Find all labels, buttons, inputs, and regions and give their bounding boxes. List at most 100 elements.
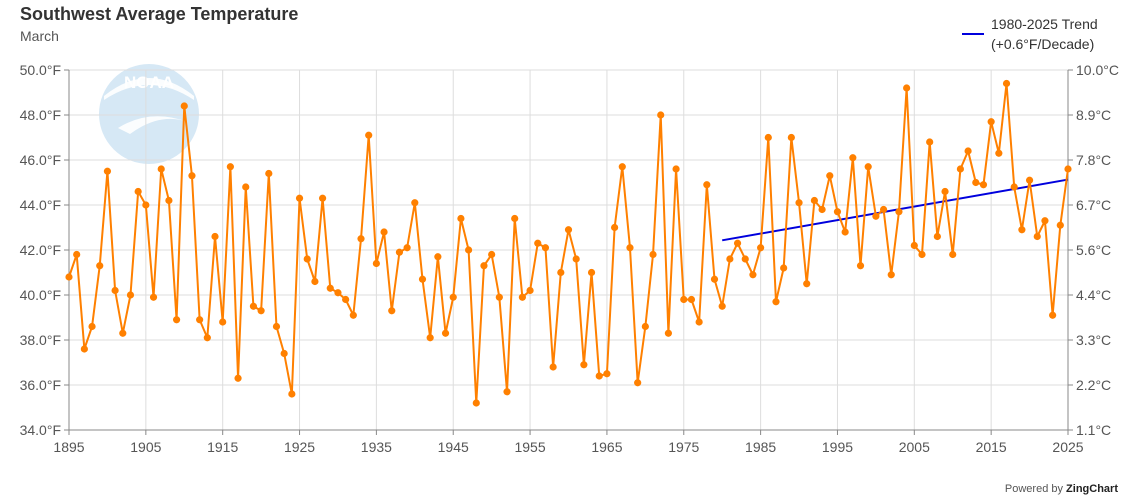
data-point[interactable] <box>457 214 465 223</box>
data-point[interactable] <box>211 232 219 241</box>
data-point[interactable] <box>757 244 765 252</box>
data-point[interactable] <box>687 295 696 304</box>
data-point[interactable] <box>772 298 780 306</box>
data-point[interactable] <box>549 363 557 371</box>
data-point[interactable] <box>265 169 273 178</box>
data-point[interactable] <box>518 293 526 301</box>
data-point[interactable] <box>987 118 995 126</box>
data-point[interactable] <box>365 131 373 139</box>
data-point[interactable] <box>242 183 250 191</box>
data-point[interactable] <box>295 194 304 202</box>
data-point[interactable] <box>73 250 81 259</box>
data-point[interactable] <box>979 181 988 189</box>
data-point[interactable] <box>580 361 588 369</box>
data-point[interactable] <box>595 372 603 380</box>
data-point[interactable] <box>710 275 719 283</box>
data-point[interactable] <box>372 259 380 268</box>
data-point[interactable] <box>257 307 265 315</box>
data-point[interactable] <box>956 165 965 173</box>
data-point[interactable] <box>949 250 957 259</box>
data-point[interactable] <box>1018 226 1026 234</box>
data-point[interactable] <box>488 250 496 259</box>
data-point[interactable] <box>411 199 419 207</box>
data-point[interactable] <box>695 318 703 326</box>
data-point[interactable] <box>541 244 550 252</box>
data-point[interactable] <box>272 322 281 331</box>
data-point[interactable] <box>226 163 234 171</box>
data-point[interactable] <box>611 223 619 232</box>
data-point[interactable] <box>111 286 119 295</box>
data-point[interactable] <box>726 255 734 263</box>
data-point[interactable] <box>165 196 173 205</box>
data-point[interactable] <box>910 241 918 250</box>
data-point[interactable] <box>465 246 473 254</box>
data-point[interactable] <box>826 172 834 180</box>
data-point[interactable] <box>357 235 365 243</box>
data-point[interactable] <box>733 239 742 247</box>
data-point[interactable] <box>641 322 649 331</box>
data-point[interactable] <box>764 133 772 142</box>
data-point[interactable] <box>149 293 158 301</box>
data-point[interactable] <box>787 133 795 142</box>
data-point[interactable] <box>234 374 242 382</box>
data-point[interactable] <box>887 271 895 279</box>
data-point[interactable] <box>626 244 634 252</box>
data-point[interactable] <box>203 334 211 342</box>
data-point[interactable] <box>1064 165 1072 173</box>
data-point[interactable] <box>318 194 327 202</box>
data-point[interactable] <box>480 262 488 270</box>
data-point[interactable] <box>1049 311 1057 319</box>
data-point[interactable] <box>603 370 611 378</box>
data-point[interactable] <box>349 311 357 319</box>
data-point[interactable] <box>311 277 319 286</box>
data-point[interactable] <box>188 172 196 180</box>
data-point[interactable] <box>703 181 711 189</box>
data-point[interactable] <box>810 196 819 205</box>
data-point[interactable] <box>995 149 1003 157</box>
data-point[interactable] <box>180 102 188 110</box>
data-point[interactable] <box>503 388 511 396</box>
data-point[interactable] <box>856 262 865 270</box>
data-point[interactable] <box>749 271 757 279</box>
data-point[interactable] <box>103 167 112 175</box>
data-point[interactable] <box>96 262 104 270</box>
data-point[interactable] <box>672 165 680 173</box>
data-point[interactable] <box>495 293 503 301</box>
data-point[interactable] <box>833 208 842 216</box>
data-point[interactable] <box>918 250 926 259</box>
data-point[interactable] <box>142 201 150 209</box>
data-point[interactable] <box>634 379 642 387</box>
data-point[interactable] <box>388 307 396 315</box>
data-point[interactable] <box>572 255 580 263</box>
data-point[interactable] <box>933 232 941 241</box>
data-point[interactable] <box>395 248 404 256</box>
data-point[interactable] <box>441 329 450 337</box>
data-point[interactable] <box>418 275 427 283</box>
data-point[interactable] <box>1010 183 1018 191</box>
data-point[interactable] <box>249 302 258 310</box>
data-point[interactable] <box>741 255 749 263</box>
powered-by-credit[interactable]: Powered by ZingChart <box>1005 483 1118 495</box>
data-point[interactable] <box>941 187 949 196</box>
data-point[interactable] <box>196 316 204 324</box>
data-point[interactable] <box>534 239 542 247</box>
data-point[interactable] <box>334 289 342 297</box>
data-point[interactable] <box>472 399 480 407</box>
data-point[interactable] <box>134 187 142 196</box>
data-point[interactable] <box>511 214 519 223</box>
data-point[interactable] <box>1041 217 1049 225</box>
data-point[interactable] <box>680 295 688 304</box>
data-point[interactable] <box>657 111 665 119</box>
data-point[interactable] <box>872 212 880 220</box>
data-point[interactable] <box>326 284 334 292</box>
data-point[interactable] <box>303 255 311 263</box>
data-point[interactable] <box>926 138 934 146</box>
data-point[interactable] <box>426 334 434 342</box>
data-point[interactable] <box>342 295 350 304</box>
data-point[interactable] <box>65 273 73 281</box>
data-point[interactable] <box>564 226 573 234</box>
data-point[interactable] <box>434 253 442 261</box>
data-point[interactable] <box>795 199 803 207</box>
data-point[interactable] <box>126 291 135 299</box>
data-point[interactable] <box>903 84 911 92</box>
